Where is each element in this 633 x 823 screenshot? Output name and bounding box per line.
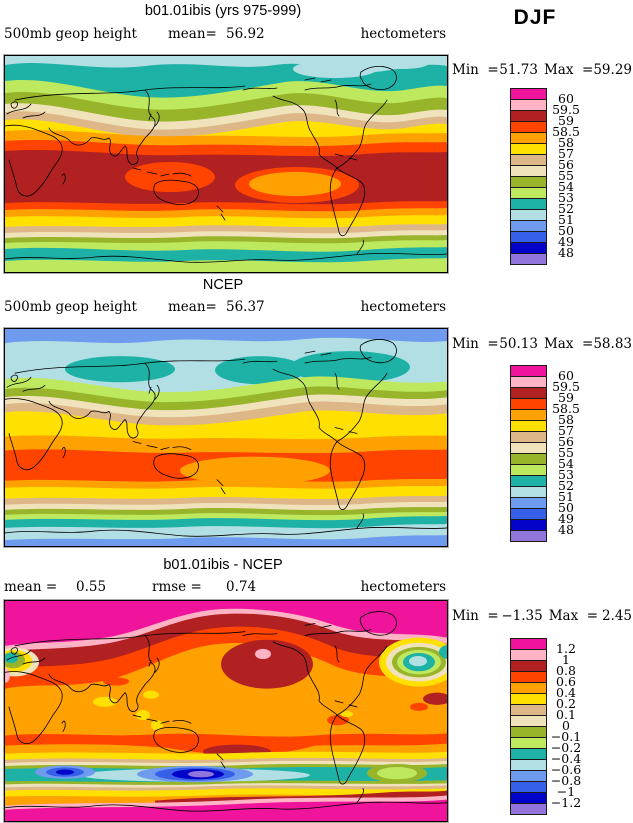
colorbar-tick-label: −0.1 bbox=[550, 729, 582, 744]
panel3-minmax: Min = −1.35 Max = 2.45 bbox=[452, 608, 632, 624]
colorbar-tick-label: 53 bbox=[558, 467, 574, 482]
colorbar-tick-label: 53 bbox=[558, 190, 574, 205]
panel1-units-label: hectometers bbox=[360, 26, 446, 42]
panel1-mean-label: mean= bbox=[168, 26, 217, 42]
panel3-rmse-label: rmse = bbox=[152, 579, 202, 595]
colorbar-tick-label: 55 bbox=[558, 445, 574, 460]
colorbar-tick-label: 58 bbox=[558, 412, 574, 427]
panel1-max-label: Max = bbox=[543, 62, 594, 78]
colorbar-tick-label: 1 bbox=[562, 652, 570, 667]
panel3-mean-value: 0.55 bbox=[76, 579, 107, 595]
colorbar-model: 60 59.5 59 58.5 58 57 56 55 54 53 52 51 50 49 48 bbox=[510, 88, 596, 265]
panel2-mean-value: 56.37 bbox=[226, 299, 265, 315]
colorbar-tick-label: 1.2 bbox=[556, 641, 576, 656]
colorbar-tick-label: −0.6 bbox=[550, 762, 582, 777]
colorbar-tick-label: 59.5 bbox=[552, 102, 580, 117]
colorbar-tick-label: 57 bbox=[558, 423, 574, 438]
panel3-max-value: 2.45 bbox=[601, 608, 632, 624]
colorbar-swatch bbox=[510, 530, 547, 542]
panel2-max-label: Max = bbox=[543, 336, 594, 352]
colorbar-tick-label: 49 bbox=[558, 511, 574, 526]
colorbar-tick-label: 48 bbox=[558, 245, 574, 260]
panel3-mean-label: mean = bbox=[4, 579, 58, 595]
map-ncep bbox=[3, 327, 449, 548]
colorbar-tick-label: 56 bbox=[558, 157, 574, 172]
panel2-subheader: 500mb geop height mean= 56.37 hectometer… bbox=[4, 299, 446, 316]
colorbar-tick-label: 0.1 bbox=[556, 707, 576, 722]
panel2-mean-label: mean= bbox=[168, 299, 217, 315]
colorbar-tick-label: 58.5 bbox=[552, 401, 580, 416]
colorbar-tick-label: 0.4 bbox=[556, 685, 576, 700]
colorbar-tick-label: 51 bbox=[558, 212, 574, 227]
colorbar-tick-label: 54 bbox=[558, 179, 574, 194]
colorbar-tick-label: −1 bbox=[556, 784, 576, 799]
panel1-title: b01.01ibis (yrs 975-999) bbox=[144, 3, 302, 19]
colorbar-tick-label: 60 bbox=[558, 91, 574, 106]
panel1-min-value: 51.73 bbox=[499, 62, 538, 78]
colorbar-swatch bbox=[510, 803, 547, 815]
panel1-mean-value: 56.92 bbox=[226, 26, 265, 42]
colorbar-tick-label: 0 bbox=[562, 718, 570, 733]
colorbar-tick-label: 58.5 bbox=[552, 124, 580, 139]
colorbar-tick-label: 0.2 bbox=[556, 696, 576, 711]
season-label: DJF bbox=[513, 6, 557, 29]
colorbar-ncep: 60 59.5 59 58.5 58 57 56 55 54 53 52 51 50 49 48 bbox=[510, 365, 596, 542]
panel2-units-label: hectometers bbox=[360, 299, 446, 315]
colorbar-tick-label: −1.2 bbox=[550, 795, 582, 810]
panel3-rmse-value: 0.74 bbox=[226, 579, 257, 595]
colorbar-swatches bbox=[510, 365, 547, 542]
panel3-subheader: mean = 0.55 rmse = 0.74 hectometers bbox=[4, 579, 446, 596]
panel2-min-value: 50.13 bbox=[499, 336, 538, 352]
colorbar-tick-label: 52 bbox=[558, 478, 574, 493]
map-model bbox=[3, 54, 449, 274]
colorbar-tick-label: −0.2 bbox=[550, 740, 582, 755]
colorbar-tick-label: 48 bbox=[558, 522, 574, 537]
panel3-units-label: hectometers bbox=[360, 579, 446, 595]
colorbar-tick-label: 59.5 bbox=[552, 379, 580, 394]
colorbar-swatches bbox=[510, 638, 547, 815]
panel2-max-value: 58.83 bbox=[593, 336, 632, 352]
panel1-variable-label: 500mb geop height bbox=[4, 26, 137, 42]
panel2-min-label: Min = bbox=[452, 336, 499, 352]
panel2-title: NCEP bbox=[202, 277, 244, 293]
panel2-minmax: Min = 50.13 Max = 58.83 bbox=[452, 336, 632, 352]
panel1-min-label: Min = bbox=[452, 62, 499, 78]
colorbar-tick-label: 56 bbox=[558, 434, 574, 449]
colorbar-tick-label: −0.4 bbox=[550, 751, 582, 766]
colorbar-tick-label: 57 bbox=[558, 146, 574, 161]
panel3-title: b01.01ibis - NCEP bbox=[163, 557, 283, 573]
colorbar-tick-label: 49 bbox=[558, 234, 574, 249]
map-difference bbox=[3, 599, 449, 823]
colorbar-difference: 1.2 1 0.8 0.6 0.4 0.2 0.1 0 −0.1 −0.2 −0.4 −0.6 −0.8… bbox=[510, 638, 596, 815]
colorbar-tick-label: 0.6 bbox=[556, 674, 576, 689]
colorbar-swatches bbox=[510, 88, 547, 265]
colorbar-tick-label: 59 bbox=[558, 113, 574, 128]
colorbar-tick-label: 51 bbox=[558, 489, 574, 504]
colorbar-tick-label: 50 bbox=[558, 500, 574, 515]
colorbar-tick-label: 0.8 bbox=[556, 663, 576, 678]
colorbar-tick-label: 55 bbox=[558, 168, 574, 183]
colorbar-tick-label: 60 bbox=[558, 368, 574, 383]
panel3-max-label: Max = bbox=[548, 608, 599, 624]
panel1-max-value: 59.29 bbox=[593, 62, 632, 78]
colorbar-tick-label: 50 bbox=[558, 223, 574, 238]
colorbar-tick-label: −0.8 bbox=[550, 773, 582, 788]
panel3-min-value: −1.35 bbox=[501, 608, 543, 624]
colorbar-swatch bbox=[510, 253, 547, 265]
panel3-min-label: Min = bbox=[452, 608, 499, 624]
colorbar-tick-label: 54 bbox=[558, 456, 574, 471]
colorbar-tick-label: 59 bbox=[558, 390, 574, 405]
panel2-variable-label: 500mb geop height bbox=[4, 299, 137, 315]
colorbar-tick-label: 58 bbox=[558, 135, 574, 150]
colorbar-tick-label: 52 bbox=[558, 201, 574, 216]
panel1-subheader: 500mb geop height mean= 56.92 hectometer… bbox=[4, 26, 446, 43]
panel1-minmax: Min = 51.73 Max = 59.29 bbox=[452, 62, 632, 78]
